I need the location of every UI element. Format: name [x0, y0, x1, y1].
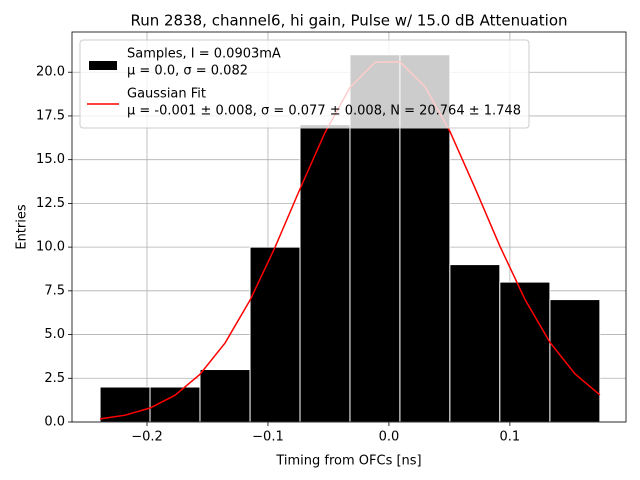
x-tick-label: −0.2	[131, 430, 163, 445]
legend-label: Samples, I = 0.0903mA	[127, 47, 281, 62]
legend-label: Gaussian Fit	[127, 87, 206, 102]
x-tick-label: 0.1	[500, 430, 521, 445]
y-tick-label: 12.5	[36, 196, 65, 211]
histogram-bar	[499, 281, 551, 423]
legend-label: μ = 0.0, σ = 0.082	[127, 64, 248, 79]
histogram-bar	[449, 264, 501, 423]
x-tick-label: 0.0	[379, 430, 400, 445]
y-axis-label: Entries	[15, 204, 30, 250]
plot-frame	[71, 31, 627, 423]
legend-swatch	[89, 61, 117, 70]
histogram-bar	[249, 246, 301, 423]
y-tick-label: 20.0	[36, 65, 65, 80]
y-tick-label: 5.0	[44, 327, 65, 342]
y-tick-label: 15.0	[36, 152, 65, 167]
y-tick-label: 2.5	[44, 371, 65, 386]
y-tick-label: 10.0	[36, 240, 65, 255]
legend: Samples, I = 0.0903mA μ = 0.0, σ = 0.082 G…	[79, 39, 530, 129]
histogram-bar	[299, 124, 351, 423]
legend-label: μ = -0.001 ± 0.008, σ = 0.077 ± 0.008, N…	[127, 104, 521, 119]
y-tick-label: 17.5	[36, 108, 65, 123]
legend-box	[79, 39, 530, 129]
y-tick-label: 0.0	[44, 415, 65, 430]
histogram-bar	[549, 299, 601, 423]
chart-title: Run 2838, channel6, hi gain, Pulse w/ 15…	[130, 12, 567, 30]
y-tick-label: 7.5	[44, 283, 65, 298]
histogram-bar	[99, 386, 151, 423]
x-tick-label: −0.1	[252, 430, 284, 445]
x-axis-label: Timing from OFCs [ns]	[275, 454, 421, 469]
histogram-bar	[199, 369, 251, 423]
